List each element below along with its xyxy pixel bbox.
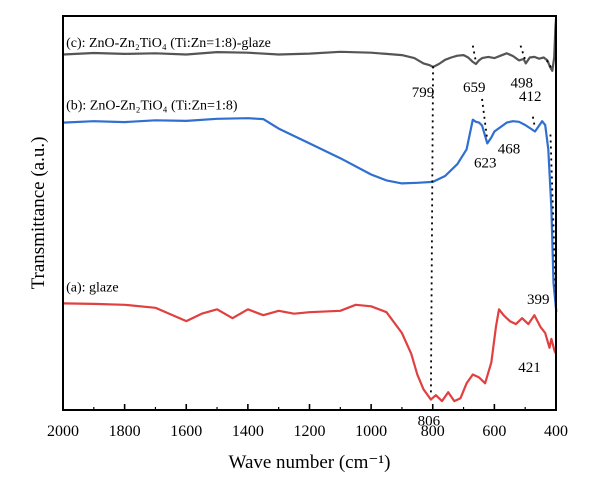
x-axis-title: Wave number (cm⁻¹): [229, 452, 391, 473]
series-line-0: [62, 18, 558, 72]
peak-label-468: 468: [498, 142, 521, 158]
series-line-2: [62, 302, 557, 403]
peak-label-806: 806: [418, 414, 441, 430]
guide-line-5: [545, 59, 554, 70]
x-tick-label: 1200: [294, 423, 326, 440]
series-line-1: [62, 117, 558, 313]
peak-label-399: 399: [527, 292, 550, 308]
y-axis-title: Transmittance (a.u.): [28, 137, 49, 290]
guide-line-0: [430, 66, 434, 396]
x-tick-label: 1000: [355, 423, 387, 440]
plot-area: (c): ZnO-Zn₂TiO₄ (Ti:Zn=1:8)-glaze (b): Z…: [62, 18, 558, 430]
x-tick-label: 1800: [109, 423, 141, 440]
axes: 2000 1800 1600 1400 1200 1000 800 600 400 Wave nu…: [28, 15, 568, 473]
peak-label-421: 421: [518, 360, 541, 376]
guide-line-2: [481, 98, 489, 141]
series-label-0: (c): ZnO-Zn₂TiO₄ (Ti:Zn=1:8)-glaze: [66, 36, 271, 51]
peak-label-623: 623: [474, 155, 497, 171]
peak-label-799: 799: [412, 85, 435, 101]
x-tick-label: 2000: [47, 423, 79, 440]
guide-line-1: [471, 45, 478, 64]
x-tick-label: 800: [421, 423, 445, 440]
plot-frame: [62, 15, 557, 411]
peak-label-498: 498: [511, 75, 534, 91]
guide-line-4: [532, 116, 536, 129]
x-tick-label: 1400: [232, 423, 264, 440]
peak-label-659: 659: [463, 80, 486, 96]
peak-label-412: 412: [519, 89, 542, 105]
x-tick-label: 1600: [170, 423, 202, 440]
x-tick-label: 600: [482, 423, 506, 440]
series-label-2: (a): glaze: [66, 281, 118, 296]
x-tick-label: 400: [544, 423, 568, 440]
series-label-1: (b): ZnO-Zn₂TiO₄ (Ti:Zn=1:8): [66, 98, 238, 113]
